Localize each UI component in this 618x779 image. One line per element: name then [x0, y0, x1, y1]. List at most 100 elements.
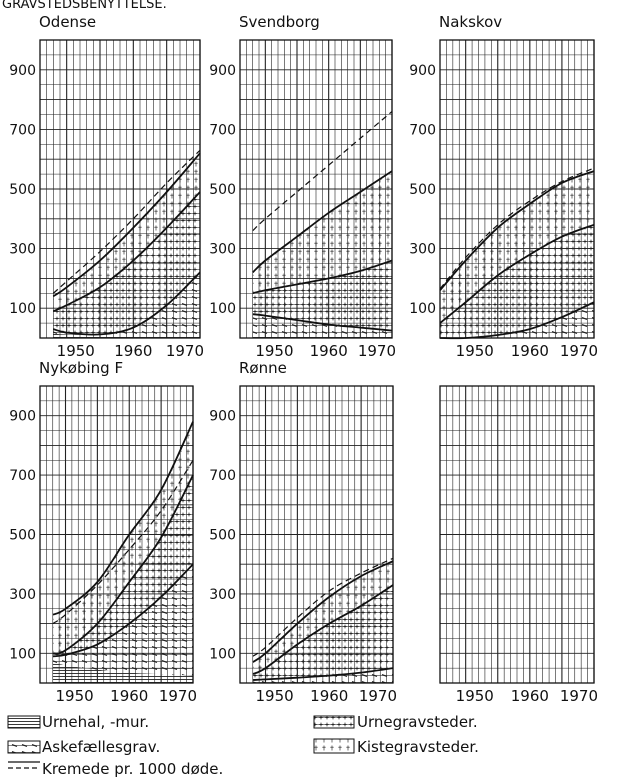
chart-panel: Rønne 100 300 500 700 900 1950 1960 1970 — [209, 359, 397, 705]
series-line-aske — [252, 313, 393, 332]
panel-title: Nykøbing F — [39, 359, 123, 377]
series-line-kiste — [52, 421, 194, 616]
y-tick-label: 500 — [9, 182, 36, 198]
y-tick-label: 900 — [9, 409, 36, 425]
legend-item-kiste: Kistegravsteder. — [313, 738, 479, 756]
series-line-urnegrav — [439, 223, 595, 324]
area-aske — [252, 668, 393, 683]
legend-swatch-urnehal — [7, 715, 41, 729]
y-tick-label: 700 — [9, 468, 36, 484]
y-tick-label: 300 — [209, 242, 236, 258]
y-tick-label: 900 — [209, 409, 236, 425]
legend-label-kremede: Kremede pr. 1000 døde. — [42, 760, 223, 778]
x-tick-label: 1950 — [56, 687, 94, 705]
legend-item-kremede: Kremede pr. 1000 døde. — [8, 760, 223, 778]
y-tick-label: 100 — [9, 301, 36, 317]
legend-item-urnegrav: Urnegravsteder. — [313, 713, 478, 731]
x-tick-label: 1960 — [310, 687, 348, 705]
series-line-kiste — [252, 560, 394, 663]
chart-panel: 1950 1960 1970 — [439, 385, 598, 705]
y-tick-label: 300 — [409, 242, 436, 258]
y-tick-label: 700 — [209, 468, 236, 484]
chart-panel: Svendborg 100 300 500 700 900 1950 1960 1970 — [209, 13, 396, 360]
x-tick-label: 1950 — [456, 342, 494, 360]
panel-title: Nakskov — [439, 13, 502, 31]
y-tick-label: 500 — [209, 528, 236, 544]
legend-swatch-kiste — [313, 738, 355, 754]
series-line-kremede — [252, 557, 394, 657]
chart-panel: Nykøbing F 100 300 500 700 900 1950 1960 1970 — [9, 359, 197, 705]
panel-title: Odense — [39, 13, 96, 31]
series-line-kremede — [52, 149, 201, 294]
legend-label-urnegrav: Urnegravsteder. — [357, 713, 478, 731]
plot-frame — [439, 39, 595, 339]
y-tick-label: 300 — [209, 587, 236, 603]
series-line-kiste — [439, 170, 595, 291]
y-tick-label: 900 — [409, 63, 436, 79]
y-tick-label: 100 — [9, 646, 36, 662]
legend-item-aske: Askefællesgrav. — [7, 738, 160, 756]
y-tick-label: 100 — [209, 301, 236, 317]
x-tick-label: 1950 — [256, 687, 294, 705]
x-tick-label: 1960 — [114, 342, 152, 360]
y-tick-label: 300 — [9, 242, 36, 258]
legend-swatch-urnegrav — [313, 715, 355, 729]
plot-frame — [239, 39, 393, 339]
panel-title: Svendborg — [239, 13, 320, 31]
y-tick-label: 500 — [9, 528, 36, 544]
series-line-aske — [52, 563, 194, 658]
legend-label-urnehal: Urnehal, -mur. — [42, 713, 149, 731]
y-tick-label: 900 — [9, 63, 36, 79]
y-tick-label: 500 — [409, 182, 436, 198]
series-line-kremede — [52, 459, 194, 625]
series-line-urnegrav — [252, 259, 393, 295]
x-tick-label: 1960 — [511, 687, 549, 705]
chart-panel: Odense 100 300 500 700 900 1950 1960 1970 — [9, 13, 204, 360]
x-tick-label: 1950 — [255, 342, 293, 360]
header-text: GRAVSTEDSBENYTTELSE. — [2, 0, 167, 12]
x-tick-label: 1950 — [456, 687, 494, 705]
series-line-kiste — [52, 152, 201, 298]
x-tick-label: 1970 — [560, 342, 598, 360]
area-aske — [53, 272, 200, 337]
series-line-aske — [53, 271, 201, 336]
y-tick-label: 700 — [409, 122, 436, 138]
x-tick-label: 1970 — [159, 687, 197, 705]
x-tick-label: 1970 — [560, 687, 598, 705]
y-tick-label: 300 — [9, 587, 36, 603]
area-urnegrav — [53, 192, 200, 335]
series-line-urnegrav — [52, 191, 201, 313]
x-tick-label: 1970 — [359, 687, 397, 705]
legend: Urnehal, -mur. Askefællesgrav. Kremede p… — [7, 713, 479, 778]
area-kiste — [52, 421, 193, 654]
plot-frame — [239, 385, 394, 684]
series-line-kremede — [252, 111, 393, 232]
y-tick-label: 500 — [209, 182, 236, 198]
series-line-urnegrav — [52, 474, 194, 655]
legend-label-aske: Askefællesgrav. — [42, 738, 160, 756]
x-tick-label: 1960 — [511, 342, 549, 360]
y-tick-label: 100 — [209, 646, 236, 662]
plot-frame — [439, 385, 595, 684]
y-tick-label: 700 — [209, 122, 236, 138]
chart-panel: Nakskov 100 300 500 700 900 1950 1960 1970 — [409, 13, 598, 360]
legend-swatch-aske — [7, 740, 41, 754]
y-tick-label: 900 — [209, 63, 236, 79]
series-line-urnegrav — [252, 584, 394, 675]
x-tick-label: 1960 — [310, 342, 348, 360]
area-kiste — [53, 153, 200, 312]
plot-frame — [39, 39, 201, 339]
x-tick-label: 1950 — [57, 342, 95, 360]
x-tick-label: 1960 — [110, 687, 148, 705]
area-aske — [52, 564, 193, 676]
y-tick-label: 700 — [9, 122, 36, 138]
panel-title: Rønne — [239, 359, 287, 377]
legend-item-urnehal: Urnehal, -mur. — [7, 713, 149, 731]
series-line-aske — [252, 667, 394, 681]
series-line-kiste — [252, 170, 393, 274]
legend-label-kiste: Kistegravsteder. — [357, 738, 479, 756]
x-tick-label: 1970 — [358, 342, 396, 360]
plot-frame — [39, 385, 194, 684]
